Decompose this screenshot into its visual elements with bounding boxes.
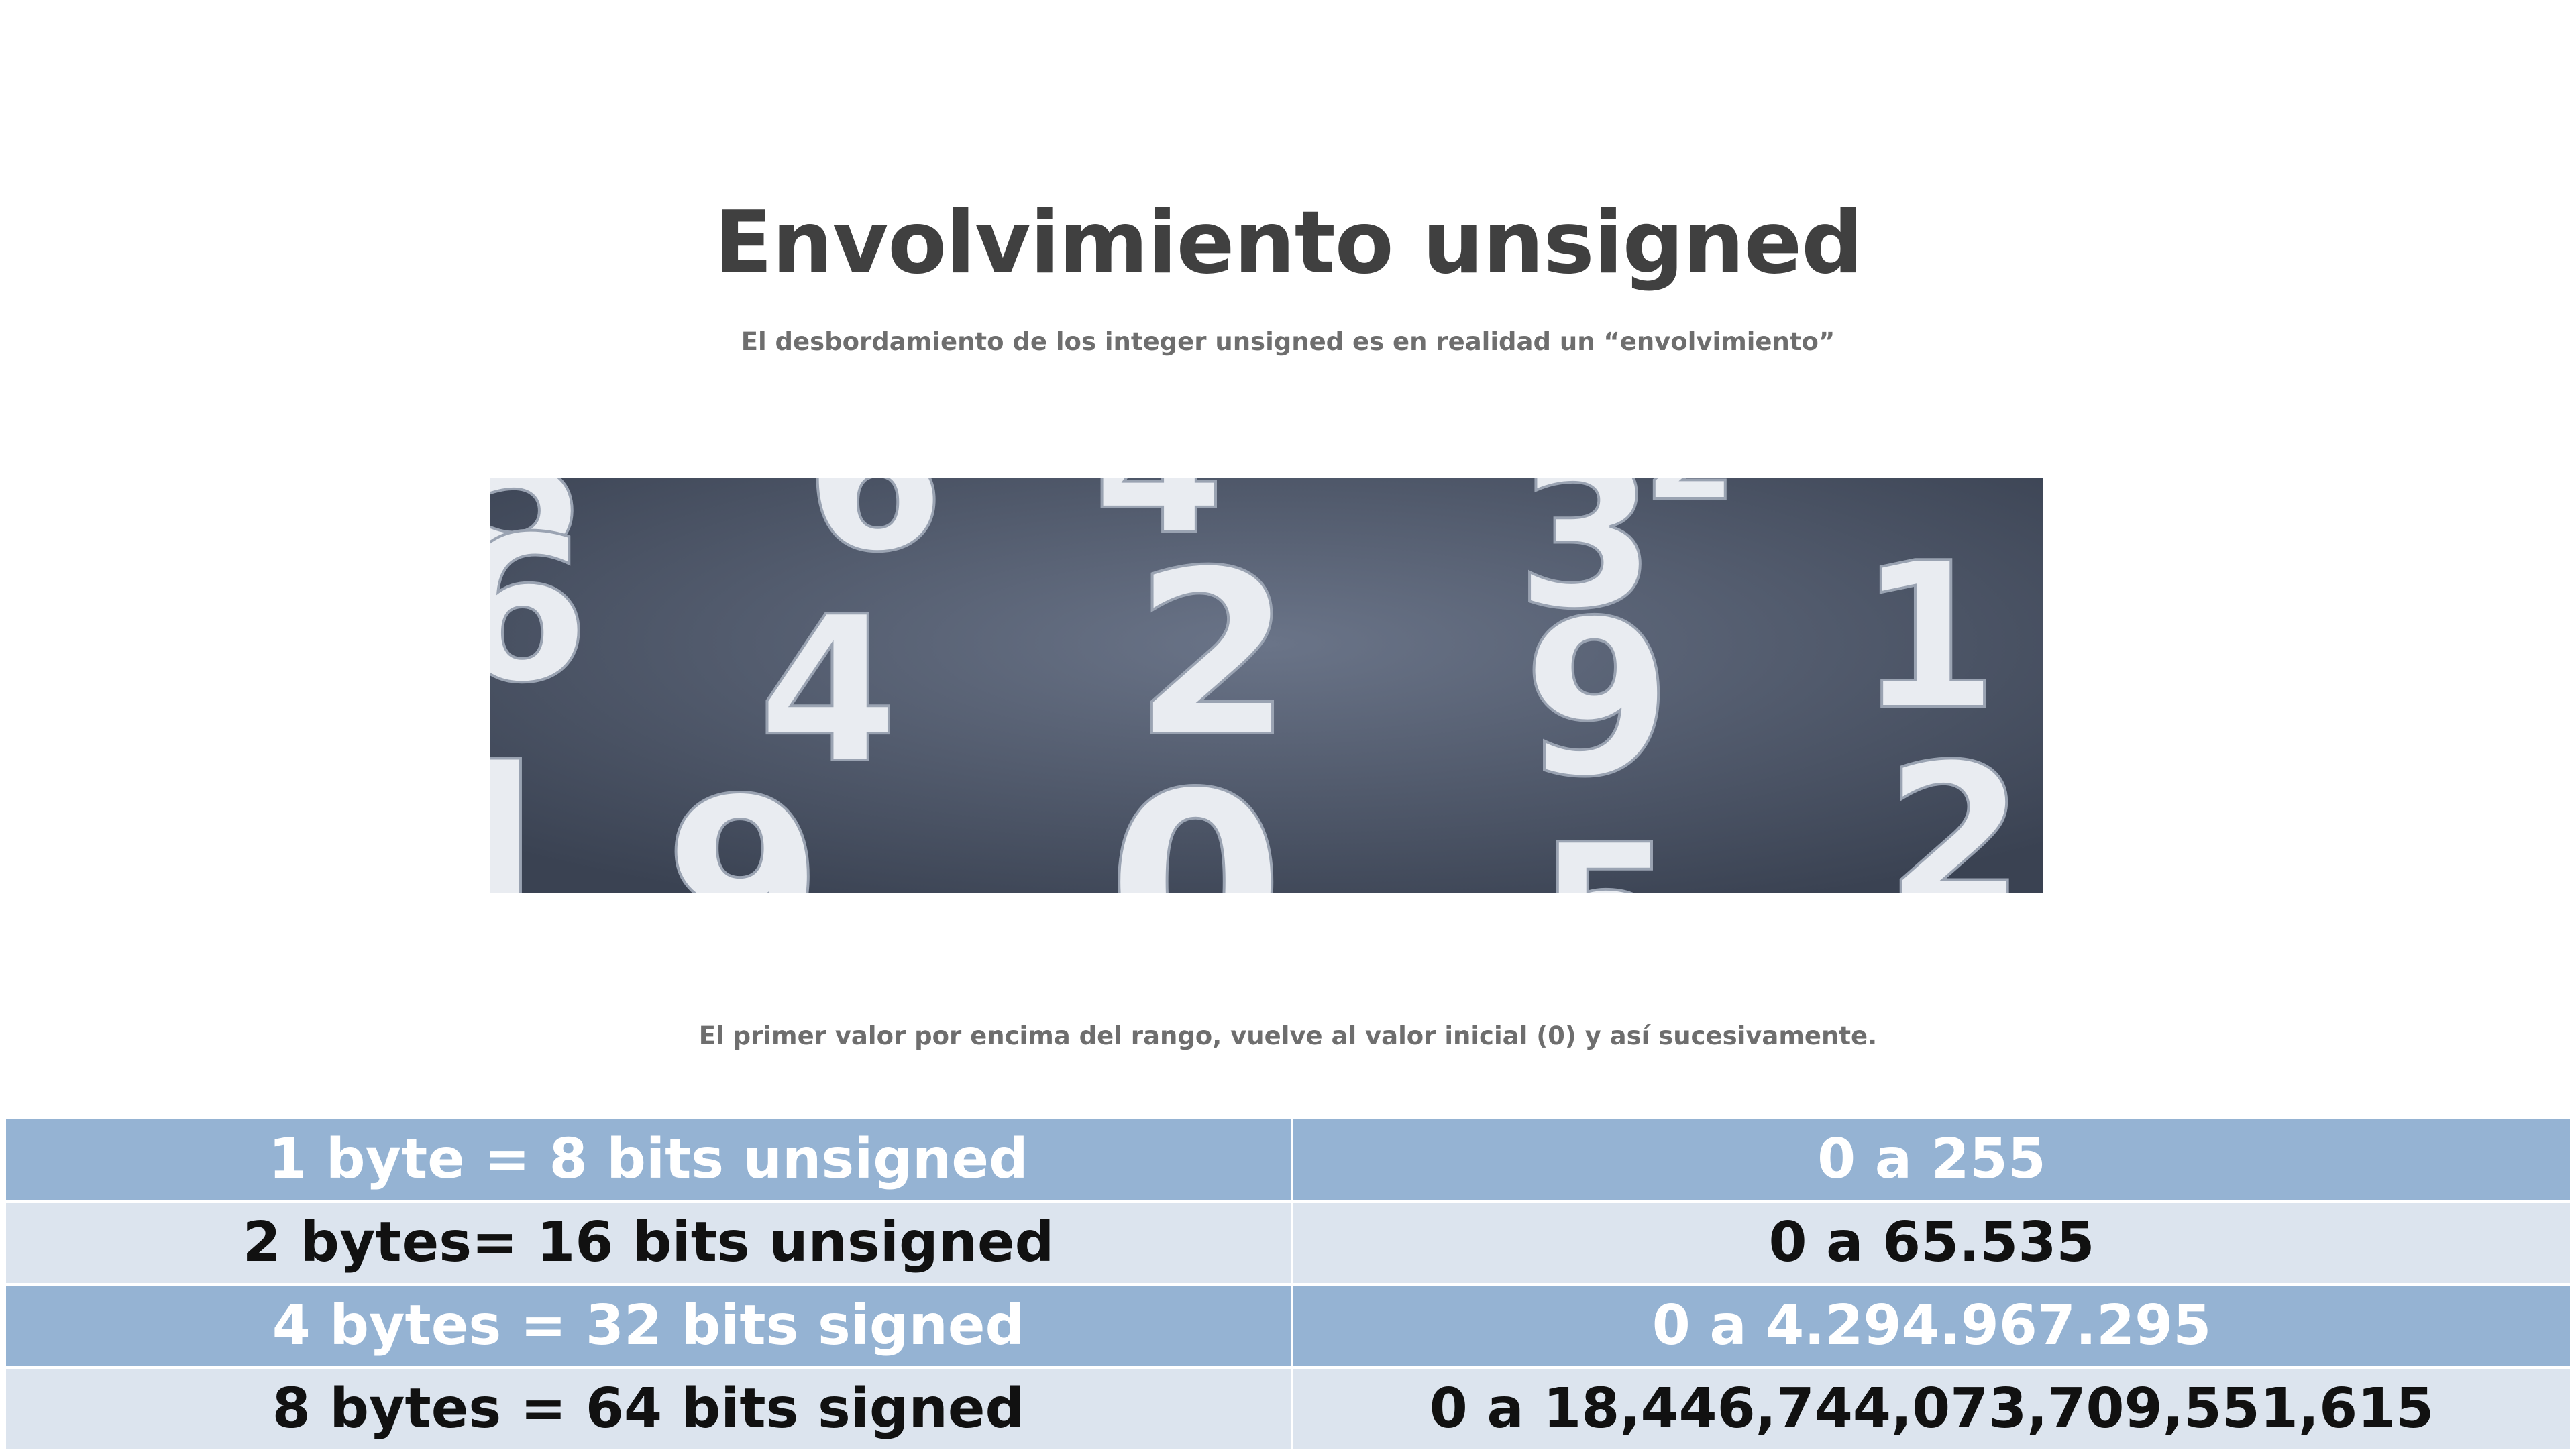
photo-digit: 1 bbox=[490, 710, 578, 893]
row-range-cell: 0 a 4.294.967.295 bbox=[1291, 1283, 2573, 1369]
row-size-cell: 1 byte = 8 bits unsigned bbox=[3, 1117, 1293, 1203]
row-range-cell: 0 a 255 bbox=[1291, 1117, 2573, 1203]
table-row: 1 byte = 8 bits unsigned 0 a 255 bbox=[3, 1117, 2573, 1203]
slide-title: Envolvimiento unsigned bbox=[714, 193, 1863, 293]
photo-digit: 6 bbox=[805, 478, 945, 596]
photo-digit: 3 bbox=[1516, 478, 1656, 653]
ranges-table: 1 byte = 8 bits unsigned 0 a 255 2 bytes… bbox=[3, 1117, 2573, 1452]
photo-digit: 5 bbox=[490, 478, 584, 594]
photo-digit: 0 bbox=[1107, 738, 1284, 893]
photo-digit: 2 bbox=[1885, 721, 2025, 893]
table-row: 8 bytes = 64 bits signed 0 a 18,446,744,… bbox=[3, 1366, 2573, 1452]
wrap-note: El primer valor por encima del rango, vu… bbox=[698, 1021, 1878, 1050]
row-size-cell: 4 bytes = 32 bits signed bbox=[3, 1283, 1293, 1369]
photo-digit: 2 bbox=[1134, 522, 1293, 787]
row-range-cell: 0 a 65.535 bbox=[1291, 1200, 2573, 1286]
numbers-photo: 5 6 4 3 6 2 1 4 2 9 9 0 1 5 2 bbox=[490, 478, 2043, 893]
photo-digit: 1 bbox=[1858, 520, 1998, 754]
photo-digit: 9 bbox=[1523, 575, 1672, 824]
row-size-cell: 8 bytes = 64 bits signed bbox=[3, 1366, 1293, 1452]
photo-digit: 9 bbox=[664, 750, 823, 893]
table-row: 4 bytes = 32 bits signed 0 a 4.294.967.2… bbox=[3, 1283, 2573, 1369]
photo-digit: 4 bbox=[758, 573, 898, 807]
photo-digit: 5 bbox=[1536, 801, 1676, 893]
photo-digit: 4 bbox=[1093, 478, 1224, 577]
photo-digit: 6 bbox=[490, 493, 590, 727]
slide-subtitle: El desbordamiento de los integer unsigne… bbox=[741, 327, 1835, 356]
photo-digit: 2 bbox=[1644, 478, 1737, 530]
row-range-cell: 0 a 18,446,744,073,709,551,615 bbox=[1291, 1366, 2573, 1452]
table-row: 2 bytes= 16 bits unsigned 0 a 65.535 bbox=[3, 1200, 2573, 1286]
row-size-cell: 2 bytes= 16 bits unsigned bbox=[3, 1200, 1293, 1286]
